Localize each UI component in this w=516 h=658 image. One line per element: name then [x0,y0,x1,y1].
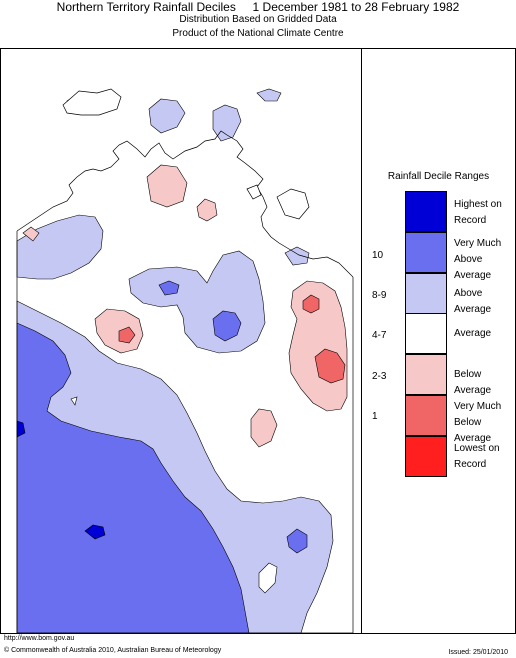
legend-title: Rainfall Decile Ranges [387,171,490,182]
map-subtitle-distribution: Distribution Based on Gridded Data [179,14,337,25]
region-highest-on-record-spot [84,524,106,540]
legend-label-above-average: Above Average [454,288,492,315]
legend-range-10: 10 [372,250,384,261]
legend-swatch-lowest-on-record [405,436,447,477]
legend-range-1: 1 [372,411,378,422]
region-very-much-above-average-south [16,322,250,633]
legend-panel: Rainfall Decile Ranges Highest on Record… [362,48,516,634]
region-average-hole [258,562,278,594]
region-very-much-below-average-west [118,326,136,344]
region-very-much-above-average-central [212,310,242,342]
map-title: Northern Territory Rainfall Deciles 1 De… [56,0,460,14]
legend-swatch-very-much-above-average [405,232,447,273]
legend-label-below-average: Below Average [454,369,492,396]
legend-swatch-above-average [405,273,447,314]
legend-swatch-highest-on-record [405,191,447,232]
region-very-much-above-average-spot [158,280,180,296]
region-above-average-west [16,214,104,280]
map-canvas [16,88,354,633]
region-above-average-north-4 [256,88,282,102]
map-subtitle-product: Product of the National Climate Centre [172,28,344,39]
legend-label-very-much-above-average: Very Much Above Average [454,238,502,281]
legend-label-lowest-on-record: Lowest on Record [454,443,500,470]
legend-label-very-much-below-average: Very Much Below Average [454,401,502,444]
legend-swatch-very-much-below-average [405,395,447,436]
region-average-west-small [70,396,78,406]
rainfall-map [0,48,362,634]
region-above-average-east-coast [284,246,310,266]
region-above-average-north-2 [148,98,186,134]
region-very-much-below-average-east-1 [302,294,320,314]
footer-copyright: © Commonwealth of Australia 2010, Austra… [4,647,222,654]
legend-swatch-below-average [405,354,447,395]
legend-label-average: Average [454,328,492,339]
legend-range-8-9: 8-9 [372,290,387,301]
footer-url: http://www.bom.gov.au [4,635,75,642]
island-groote [276,188,310,220]
region-very-much-above-average-south-spot [286,528,308,554]
legend-label-highest-on-record: Highest on Record [454,199,502,226]
island-tiwi [62,88,122,116]
region-below-average-central-east [250,408,278,448]
region-very-much-below-average-east-2 [314,348,346,384]
region-below-average-west-coast [22,226,40,242]
coastline [16,130,354,278]
region-below-average-north-2 [196,198,218,222]
region-below-average-north [146,164,188,208]
legend-swatch-average [405,313,447,354]
legend-range-2-3: 2-3 [372,371,387,382]
island-croker [246,184,262,200]
legend-range-4-7: 4-7 [372,330,387,341]
footer-issued-date: Issued: 25/01/2010 [448,649,508,656]
